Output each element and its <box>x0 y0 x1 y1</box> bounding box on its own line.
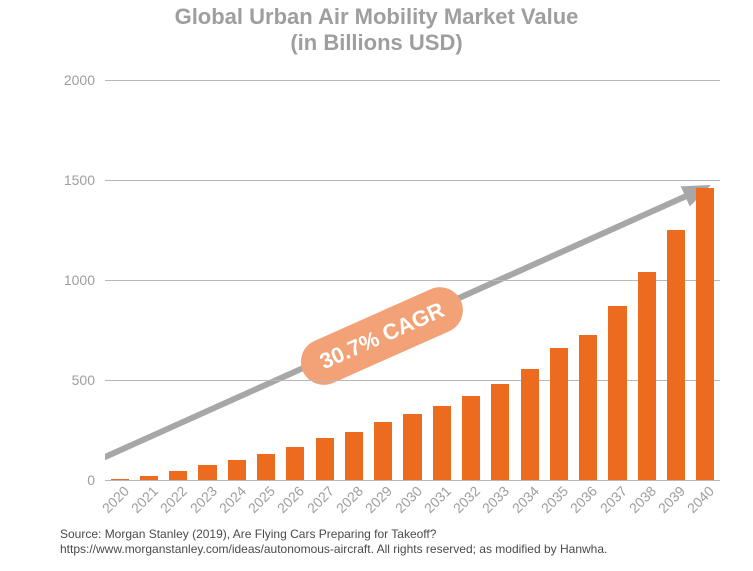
x-tick-label: 2035 <box>535 480 571 516</box>
bar <box>433 406 451 480</box>
x-tick-label: 2032 <box>447 480 483 516</box>
bar <box>140 476 158 480</box>
bar <box>257 454 275 480</box>
x-tick-label: 2026 <box>271 480 307 516</box>
bar <box>491 384 509 480</box>
bar <box>228 460 246 480</box>
x-tick-label: 2024 <box>213 480 249 516</box>
x-tick-label: 2027 <box>301 480 337 516</box>
grid-line <box>105 180 720 181</box>
x-tick-label: 2039 <box>652 480 688 516</box>
x-tick-label: 2037 <box>593 480 629 516</box>
x-tick-label: 2036 <box>564 480 600 516</box>
source-line-2: https://www.morganstanley.com/ideas/auto… <box>60 542 733 557</box>
x-tick-label: 2033 <box>476 480 512 516</box>
grid-line <box>105 80 720 81</box>
bar <box>374 422 392 480</box>
source-note: Source: Morgan Stanley (2019), Are Flyin… <box>60 527 733 557</box>
source-line-1: Source: Morgan Stanley (2019), Are Flyin… <box>60 527 733 542</box>
y-tick-label: 2000 <box>64 72 105 88</box>
bar <box>579 335 597 480</box>
x-tick-label: 2029 <box>359 480 395 516</box>
grid-line <box>105 280 720 281</box>
bar <box>403 414 421 480</box>
bar <box>638 272 656 480</box>
bar <box>608 306 626 480</box>
x-tick-label: 2034 <box>506 480 542 516</box>
x-tick-label: 2022 <box>154 480 190 516</box>
x-tick-label: 2030 <box>388 480 424 516</box>
x-tick-label: 2038 <box>623 480 659 516</box>
y-tick-label: 1000 <box>64 272 105 288</box>
bar <box>696 188 714 480</box>
bar <box>462 396 480 480</box>
x-tick-label: 2025 <box>242 480 278 516</box>
grid-line <box>105 380 720 381</box>
bar <box>667 230 685 480</box>
bar <box>111 479 129 480</box>
bar <box>286 447 304 480</box>
cagr-badge: 30.7% CAGR <box>293 280 470 393</box>
bar <box>345 432 363 480</box>
bar <box>198 465 216 480</box>
chart-title: Global Urban Air Mobility Market Value (… <box>0 4 753 57</box>
bar <box>550 348 568 480</box>
bar <box>316 438 334 480</box>
plot-area: 30.7% CAGR 05001000150020002020202120222… <box>105 80 720 480</box>
uam-market-chart: Global Urban Air Mobility Market Value (… <box>0 0 753 571</box>
x-tick-label: 2023 <box>183 480 219 516</box>
x-tick-label: 2028 <box>330 480 366 516</box>
x-tick-label: 2040 <box>681 480 717 516</box>
bar <box>521 369 539 480</box>
y-tick-label: 500 <box>72 372 105 388</box>
y-tick-label: 1500 <box>64 172 105 188</box>
x-tick-label: 2021 <box>125 480 161 516</box>
cagr-text: 30.7% CAGR <box>316 297 448 375</box>
y-tick-label: 0 <box>87 472 105 488</box>
bar <box>169 471 187 480</box>
x-tick-label: 2031 <box>418 480 454 516</box>
